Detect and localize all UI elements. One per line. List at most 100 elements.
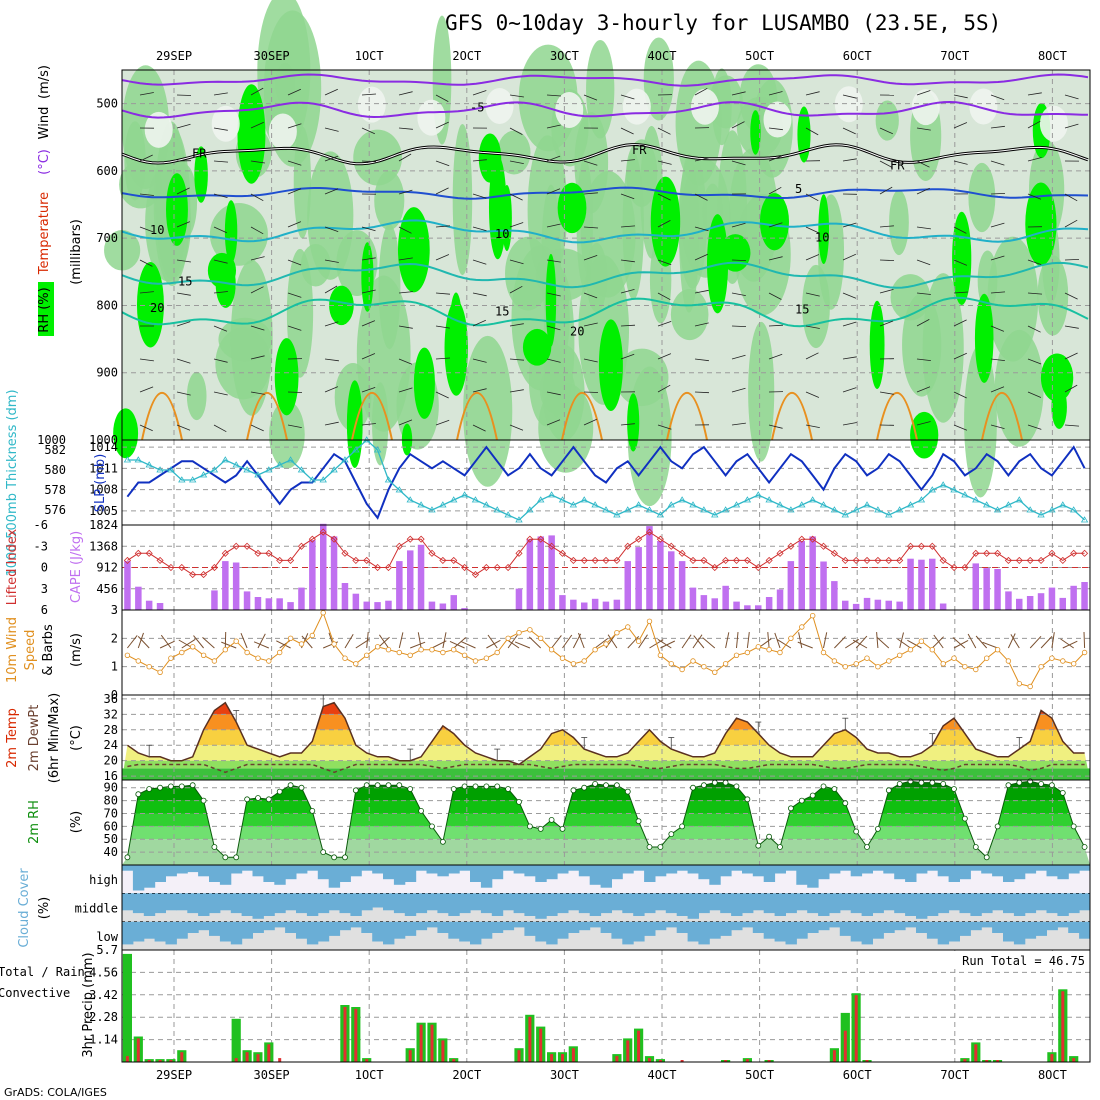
cloud-cover-bar bbox=[122, 893, 134, 911]
thickness-marker bbox=[406, 496, 414, 503]
cloud-cover-bar bbox=[143, 865, 156, 888]
thickness-marker bbox=[243, 466, 251, 473]
rh2m-marker bbox=[418, 808, 425, 814]
rh2m-marker bbox=[766, 833, 772, 840]
wind-barb bbox=[731, 160, 746, 166]
lifted-index-marker bbox=[961, 563, 969, 572]
thickness-marker bbox=[439, 501, 447, 508]
wind-barb bbox=[287, 88, 301, 96]
wind10m-barb bbox=[507, 634, 518, 649]
cloud-cover-bar bbox=[981, 921, 993, 928]
cape-bar bbox=[820, 561, 827, 610]
cape-bar bbox=[374, 602, 381, 610]
wind-barb bbox=[361, 289, 376, 294]
wind-barb bbox=[916, 90, 931, 96]
cloud-cover-bar bbox=[937, 893, 950, 914]
wind-barb bbox=[472, 90, 487, 96]
cloud-cover-bar bbox=[263, 865, 275, 882]
y-tick-temp: 28 bbox=[104, 723, 118, 737]
rh2m-marker bbox=[244, 796, 251, 803]
rh2m-marker bbox=[777, 844, 783, 850]
wind-barb bbox=[916, 259, 931, 266]
thickness-marker bbox=[373, 446, 382, 453]
cloud-cover-bar bbox=[644, 921, 656, 936]
cloud-cover-bar bbox=[742, 921, 754, 928]
cloud-cover-bar bbox=[383, 865, 395, 880]
cloud-cover-bar bbox=[687, 893, 699, 919]
rh-shading-strong bbox=[750, 110, 761, 155]
wind10m-marker bbox=[1016, 681, 1022, 687]
cape-bar bbox=[722, 585, 729, 610]
x-tick-date-bottom: 29SEP bbox=[156, 1068, 192, 1082]
wind10m-marker bbox=[603, 641, 609, 647]
cloud-cover-bar bbox=[219, 921, 232, 942]
thickness-marker bbox=[395, 486, 404, 493]
wind-barb bbox=[435, 419, 450, 426]
wind-barb bbox=[990, 160, 1005, 166]
thickness-marker bbox=[841, 511, 849, 518]
rh-shading-strong bbox=[224, 200, 238, 264]
wind-barb bbox=[842, 222, 857, 228]
thickness-marker bbox=[917, 496, 926, 503]
wind-barb bbox=[324, 321, 339, 327]
temp2m-line bbox=[126, 701, 1085, 766]
cloud-cover-bar bbox=[209, 865, 221, 882]
rh2m-marker bbox=[211, 844, 218, 850]
cloud-cover-bar bbox=[905, 893, 917, 916]
lifted-index-marker bbox=[374, 563, 382, 572]
wind-barb bbox=[398, 153, 412, 162]
thickness-marker bbox=[199, 471, 208, 478]
thickness-marker bbox=[950, 486, 958, 493]
wind-barb bbox=[176, 187, 190, 195]
wind-barb bbox=[546, 94, 562, 97]
wind10m-marker bbox=[722, 661, 729, 667]
precip-convective-bar bbox=[615, 1056, 619, 1062]
wind-barb bbox=[1064, 384, 1078, 393]
x-tick-date-bottom: 5OCT bbox=[745, 1068, 774, 1082]
cloud-cover-bar bbox=[926, 865, 939, 871]
cloud-cover-bar bbox=[132, 865, 145, 891]
wind10m-barb bbox=[657, 638, 672, 649]
lifted-index-marker bbox=[743, 556, 751, 564]
rh2m-marker bbox=[657, 844, 664, 850]
run-total-bg bbox=[940, 951, 1088, 969]
wind10m-barb bbox=[845, 638, 859, 649]
rh2m-marker bbox=[788, 805, 794, 812]
cloud-cover-bar bbox=[274, 865, 286, 885]
rh2m-marker bbox=[994, 823, 1001, 830]
wind-barb bbox=[953, 94, 968, 99]
thickness-marker bbox=[537, 496, 545, 503]
cloud-cover-bar bbox=[937, 921, 950, 945]
cloud-cover-bar bbox=[698, 893, 710, 914]
isotherm-label: 15 bbox=[495, 305, 509, 319]
cloud-cover-bar bbox=[448, 921, 460, 939]
cape-bar bbox=[581, 602, 588, 610]
cloud-cover-bar bbox=[948, 865, 960, 882]
lifted-index-marker bbox=[1037, 556, 1045, 564]
wind-barb bbox=[1027, 391, 1042, 398]
lifted-index-marker bbox=[939, 556, 947, 564]
wind-barb bbox=[139, 92, 154, 96]
cloud-cover-bar bbox=[611, 865, 623, 880]
cloud-cover-bar bbox=[557, 893, 569, 914]
thickness-marker bbox=[765, 496, 773, 503]
wind10m-marker bbox=[744, 649, 751, 656]
thickness-marker bbox=[297, 466, 306, 473]
cloud-cover-bar bbox=[132, 893, 145, 914]
wind-barb bbox=[398, 358, 413, 365]
x-tick-date-bottom: 4OCT bbox=[648, 1068, 677, 1082]
rh2m-marker bbox=[918, 779, 925, 786]
wind-barb bbox=[768, 292, 782, 300]
x-tick-date-top: 8OCT bbox=[1038, 49, 1067, 63]
wind-barb bbox=[250, 226, 264, 235]
wind10m-barb bbox=[1060, 638, 1074, 649]
wind10m-barb bbox=[907, 639, 922, 649]
isotherm-20 bbox=[121, 296, 1089, 328]
wind10m-marker bbox=[690, 658, 696, 664]
rh-shading bbox=[257, 0, 311, 151]
wind10m-barb bbox=[1029, 635, 1042, 649]
cloud-cover-bar bbox=[1057, 865, 1069, 880]
cloud-cover-bar bbox=[502, 921, 515, 931]
precip-total-bar bbox=[122, 953, 132, 1062]
